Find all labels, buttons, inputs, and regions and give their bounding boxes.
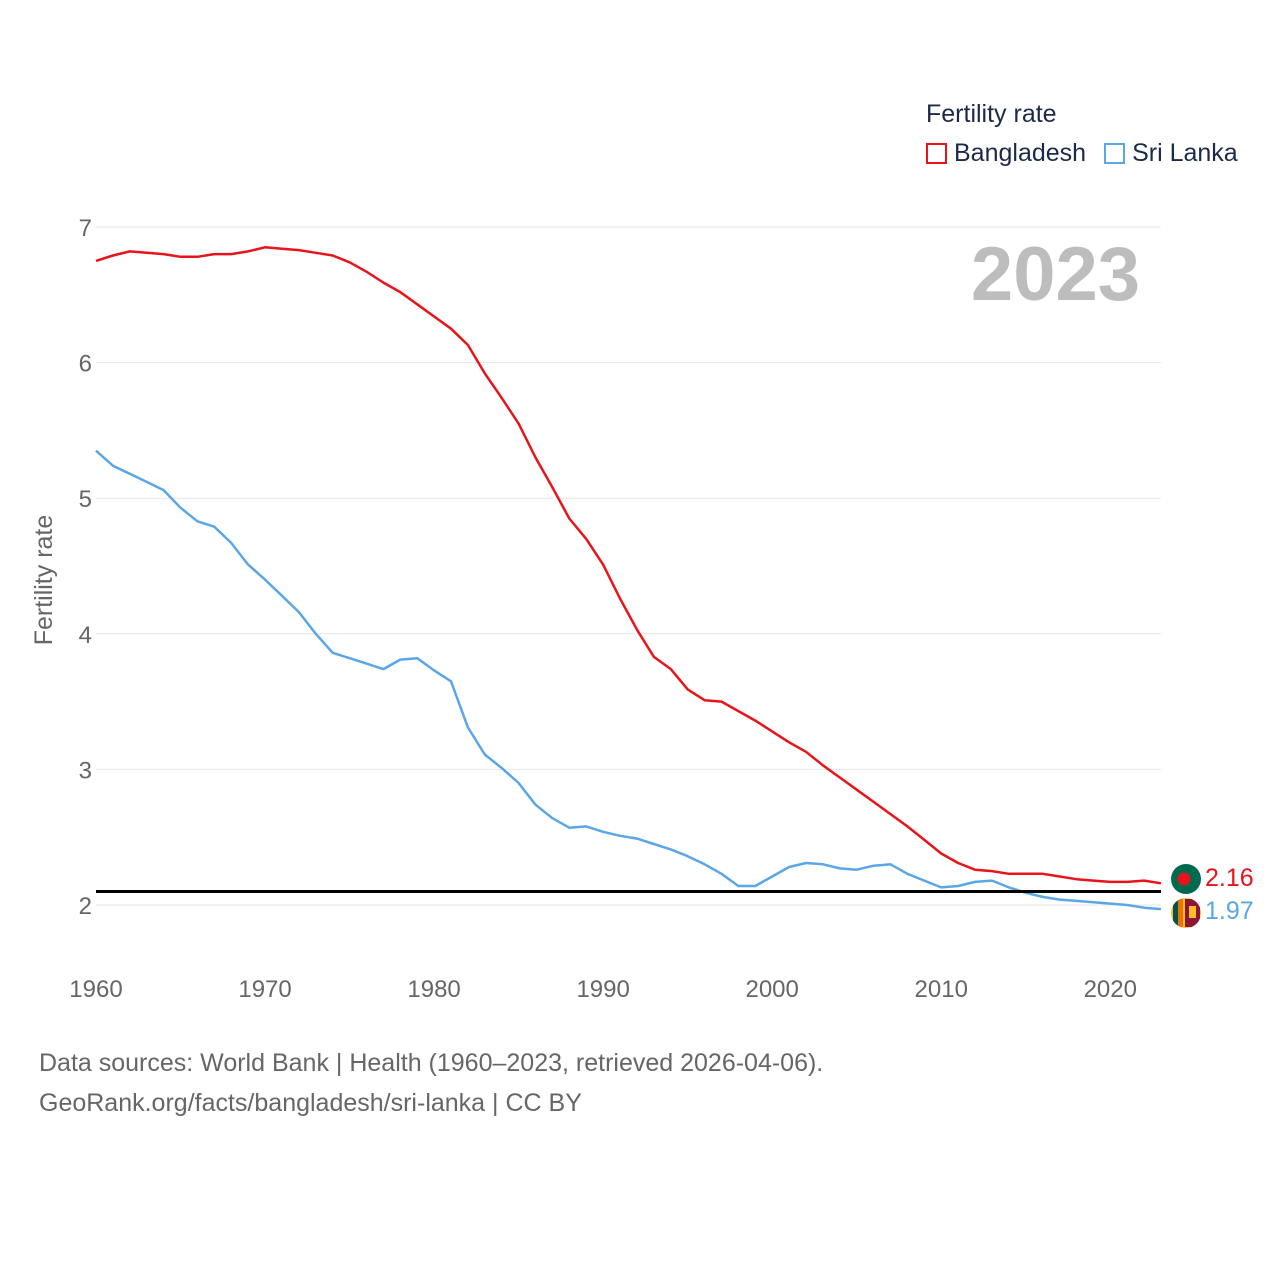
sri-lanka-swatch xyxy=(1104,143,1126,164)
legend-title: Fertility rate xyxy=(926,100,1057,128)
x-tick-1960: 1960 xyxy=(69,976,122,1003)
footer: Data sources: World Bank | Health (1960–… xyxy=(39,1043,823,1123)
y-tick-4: 4 xyxy=(79,622,92,649)
bangladesh-swatch xyxy=(926,143,947,164)
series-line-bangladesh xyxy=(95,246,1162,885)
x-tick-2010: 2010 xyxy=(915,976,968,1003)
y-tick-3: 3 xyxy=(79,757,92,784)
series-line-sri-lanka xyxy=(95,449,1162,911)
y-axis-label: Fertility rate xyxy=(30,515,58,646)
year-label: 2023 xyxy=(971,232,1140,317)
source-link[interactable]: GeoRank.org/facts/bangladesh/sri-lanka |… xyxy=(39,1089,582,1117)
data-sources: Data sources: World Bank | Health (1960–… xyxy=(39,1049,824,1077)
bangladesh-flag-disc xyxy=(1177,872,1191,886)
x-tick-1970: 1970 xyxy=(238,976,291,1003)
y-tick-6: 6 xyxy=(79,351,92,378)
y-tick-2: 2 xyxy=(79,893,92,920)
x-tick-2000: 2000 xyxy=(745,976,798,1003)
x-tick-1980: 1980 xyxy=(407,976,460,1003)
x-tick-2020: 2020 xyxy=(1084,976,1137,1003)
y-tick-5: 5 xyxy=(79,486,92,513)
legend-item-sri-lanka[interactable]: Sri Lanka xyxy=(1104,139,1238,168)
legend-label-bangladesh: Bangladesh xyxy=(954,139,1087,167)
y-tick-7: 7 xyxy=(79,215,92,242)
sri-lanka-flag-icon xyxy=(1171,898,1201,928)
bangladesh-end-marker: 2.16 xyxy=(1171,864,1254,894)
x-tick-1990: 1990 xyxy=(576,976,629,1003)
y-axis: 2 3 4 5 6 7 xyxy=(79,215,92,920)
legend: Fertility rate Bangladesh Sri Lanka xyxy=(926,100,1238,168)
x-axis: 1960 1970 1980 1990 2000 2010 2020 xyxy=(69,976,1137,1003)
series-group xyxy=(95,246,1162,911)
grid-lines xyxy=(96,226,1161,906)
legend-label-sri-lanka: Sri Lanka xyxy=(1132,139,1238,167)
bangladesh-end-value: 2.16 xyxy=(1205,864,1254,892)
sri-lanka-end-marker: 1.97 xyxy=(1171,897,1254,928)
legend-item-bangladesh[interactable]: Bangladesh xyxy=(926,139,1086,168)
sri-lanka-end-value: 1.97 xyxy=(1205,897,1254,925)
